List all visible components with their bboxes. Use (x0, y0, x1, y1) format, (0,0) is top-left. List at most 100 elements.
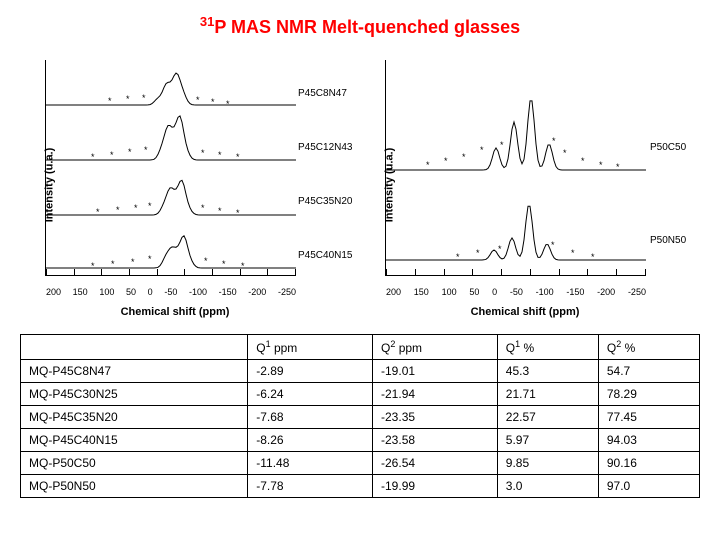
table-cell: -7.78 (248, 475, 373, 498)
table-cell: 78.29 (598, 383, 699, 406)
table-row: MQ-P45C30N25-6.24-21.9421.7178.29 (21, 383, 700, 406)
x-tick-label: -100 (189, 287, 207, 297)
sideband-marker: * (134, 203, 138, 213)
sideband-marker: * (218, 206, 222, 216)
sideband-marker: * (218, 150, 222, 160)
sideband-marker: * (581, 156, 585, 166)
x-tick-label: 150 (414, 287, 429, 297)
sideband-marker: * (563, 148, 567, 158)
sideband-marker: * (201, 203, 205, 213)
sideband-marker: * (131, 257, 135, 267)
table-cell: 77.45 (598, 406, 699, 429)
x-tick-label: -150 (566, 287, 584, 297)
table-cell: 21.71 (497, 383, 598, 406)
sideband-marker: * (91, 261, 95, 271)
table-cell: 22.57 (497, 406, 598, 429)
sideband-marker: * (552, 136, 556, 146)
title-superscript: 31 (200, 14, 214, 29)
x-tick-label: 50 (469, 287, 479, 297)
x-axis-label: Chemical shift (ppm) (471, 306, 580, 318)
spectrum-label: P45C8N47 (298, 88, 347, 99)
sideband-marker: * (201, 148, 205, 158)
spectrum-label: P45C12N43 (298, 142, 352, 153)
table-cell: MQ-P45C30N25 (21, 383, 248, 406)
table-cell: -19.99 (373, 475, 498, 498)
table-cell: -8.26 (248, 429, 373, 452)
sideband-marker: * (196, 95, 200, 105)
sideband-marker: * (128, 147, 132, 157)
spectrum-label: P50N50 (650, 235, 686, 246)
sideband-marker: * (241, 261, 245, 271)
sideband-marker: * (480, 145, 484, 155)
x-tick-label: -50 (510, 287, 523, 297)
table-cell: MQ-P50N50 (21, 475, 248, 498)
sideband-marker: * (222, 259, 226, 269)
sideband-marker: * (148, 254, 152, 264)
table-cell: MQ-P45C8N47 (21, 360, 248, 383)
sideband-marker: * (126, 94, 130, 104)
table-cell: 94.03 (598, 429, 699, 452)
table-cell: -23.58 (373, 429, 498, 452)
sideband-marker: * (500, 140, 504, 150)
x-tick-label: 150 (73, 287, 88, 297)
x-tick-label: 100 (99, 287, 114, 297)
table-row: MQ-P50C50-11.48-26.549.8590.16 (21, 452, 700, 475)
table-cell: -21.94 (373, 383, 498, 406)
table-row: MQ-P45C35N20-7.68-23.3522.5777.45 (21, 406, 700, 429)
sideband-marker: * (108, 96, 112, 106)
x-tick-label: -200 (597, 287, 615, 297)
table-header-row: Q1 ppmQ2 ppmQ1 %Q2 % (21, 335, 700, 360)
title-text: P MAS NMR Melt-quenched glasses (214, 17, 520, 37)
table-header-cell: Q2 % (598, 335, 699, 360)
table-cell: 5.97 (497, 429, 598, 452)
left-plot-area: 200150100500-50-100-150-200-250P45C8N47*… (45, 60, 296, 276)
x-tick-label: 200 (386, 287, 401, 297)
right-nmr-panel: Intensity (u.a.) 200150100500-50-100-150… (350, 50, 700, 320)
sideband-marker: * (148, 201, 152, 211)
x-tick-label: -250 (628, 287, 646, 297)
left-nmr-panel: Intensity (u.a.) 200150100500-50-100-150… (10, 50, 340, 320)
x-axis-label: Chemical shift (ppm) (121, 306, 230, 318)
table-cell: 90.16 (598, 452, 699, 475)
x-tick-label: -100 (536, 287, 554, 297)
table-cell: 45.3 (497, 360, 598, 383)
table-cell: -23.35 (373, 406, 498, 429)
table-row: MQ-P50N50-7.78-19.993.097.0 (21, 475, 700, 498)
table-cell: 54.7 (598, 360, 699, 383)
x-tick-label: 200 (46, 287, 61, 297)
x-tick-label: -150 (219, 287, 237, 297)
table-cell: MQ-P50C50 (21, 452, 248, 475)
sideband-marker: * (226, 99, 230, 109)
x-tick-label: 0 (148, 287, 153, 297)
sideband-marker: * (426, 160, 430, 170)
sideband-marker: * (236, 208, 240, 218)
x-tick-label: -200 (248, 287, 266, 297)
sideband-marker: * (498, 244, 502, 254)
charts-row: Intensity (u.a.) 200150100500-50-100-150… (10, 50, 710, 320)
sideband-marker: * (110, 150, 114, 160)
table-cell: -11.48 (248, 452, 373, 475)
x-tick-label: 100 (442, 287, 457, 297)
data-table: Q1 ppmQ2 ppmQ1 %Q2 % MQ-P45C8N47-2.89-19… (20, 334, 700, 498)
sideband-marker: * (144, 145, 148, 155)
table-cell: MQ-P45C35N20 (21, 406, 248, 429)
sideband-marker: * (91, 152, 95, 162)
sideband-marker: * (551, 240, 555, 250)
sideband-marker: * (476, 248, 480, 258)
table-header-cell: Q2 ppm (373, 335, 498, 360)
table-cell: 97.0 (598, 475, 699, 498)
sideband-marker: * (204, 256, 208, 266)
table-cell: 9.85 (497, 452, 598, 475)
sideband-marker: * (444, 156, 448, 166)
table-cell: MQ-P45C40N15 (21, 429, 248, 452)
table-cell: -6.24 (248, 383, 373, 406)
sideband-marker: * (571, 248, 575, 258)
spectrum-label: P45C35N20 (298, 196, 352, 207)
x-tick-label: -250 (278, 287, 296, 297)
slide-title: 31P MAS NMR Melt-quenched glasses (10, 14, 710, 38)
table-header-cell: Q1 ppm (248, 335, 373, 360)
x-tick-label: 0 (492, 287, 497, 297)
sideband-marker: * (116, 205, 120, 215)
sideband-marker: * (599, 160, 603, 170)
sideband-marker: * (616, 162, 620, 172)
